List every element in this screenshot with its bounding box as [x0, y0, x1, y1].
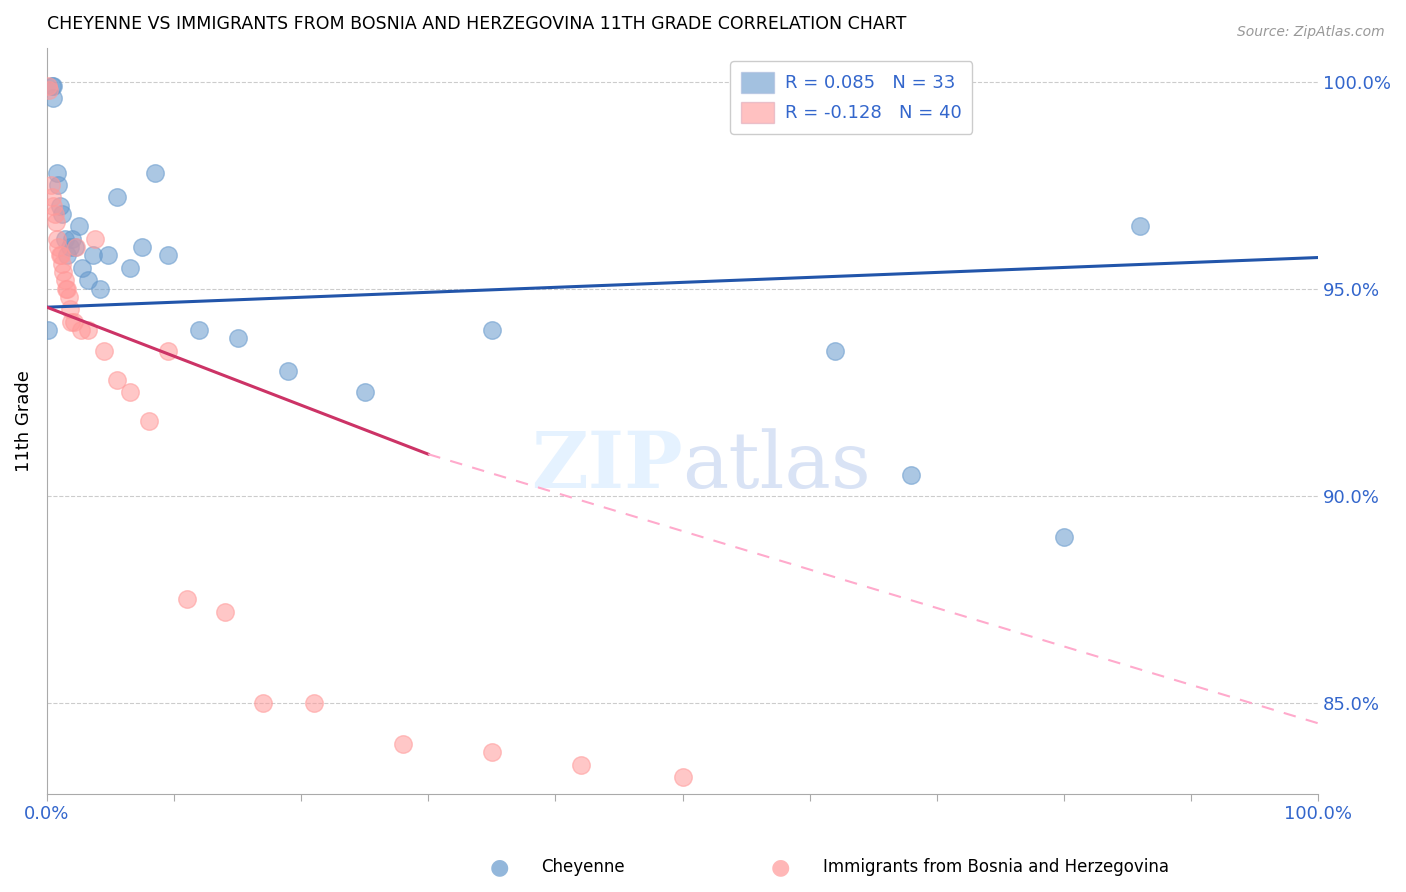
- Point: [56, 282, 79, 296]
- Point: [93, 343, 115, 358]
- Point: [38, 83, 60, 97]
- Point: [143, 166, 166, 180]
- Point: [52, 265, 75, 279]
- Point: [252, 696, 274, 710]
- Point: [76, 273, 98, 287]
- Point: [63, 240, 86, 254]
- Point: [84, 232, 107, 246]
- Point: [900, 467, 922, 482]
- Text: CHEYENNE VS IMMIGRANTS FROM BOSNIA AND HERZEGOVINA 11TH GRADE CORRELATION CHART: CHEYENNE VS IMMIGRANTS FROM BOSNIA AND H…: [46, 15, 907, 33]
- Point: [176, 592, 198, 607]
- Point: [37, 78, 59, 93]
- Point: [392, 737, 415, 751]
- Point: [188, 323, 211, 337]
- Point: [60, 315, 83, 329]
- Point: [53, 232, 76, 246]
- Point: [105, 373, 128, 387]
- Point: [118, 385, 141, 400]
- Y-axis label: 11th Grade: 11th Grade: [15, 370, 32, 472]
- Point: [44, 207, 66, 221]
- Point: [58, 290, 80, 304]
- Point: [39, 178, 62, 192]
- Text: Source: ZipAtlas.com: Source: ZipAtlas.com: [1237, 25, 1385, 39]
- Point: [46, 240, 69, 254]
- Point: [824, 343, 846, 358]
- Point: [42, 78, 65, 93]
- Point: [1129, 219, 1152, 234]
- Point: [302, 696, 325, 710]
- Point: [46, 178, 69, 192]
- Point: [214, 605, 236, 619]
- Point: [41, 190, 63, 204]
- Point: [138, 414, 160, 428]
- Point: [62, 315, 84, 329]
- Point: [70, 323, 93, 337]
- Point: [82, 248, 104, 262]
- Point: [65, 240, 87, 254]
- Point: [481, 323, 503, 337]
- Point: [671, 770, 693, 784]
- Point: [59, 302, 82, 317]
- Point: [48, 199, 70, 213]
- Point: [353, 385, 375, 400]
- Point: [105, 190, 128, 204]
- Point: [46, 166, 69, 180]
- Point: [46, 232, 69, 246]
- Point: [56, 248, 79, 262]
- Point: [51, 207, 73, 221]
- Point: [60, 232, 83, 246]
- Point: [89, 282, 111, 296]
- Text: Cheyenne: Cheyenne: [541, 858, 624, 876]
- Point: [59, 240, 82, 254]
- Point: [569, 757, 592, 772]
- Text: atlas: atlas: [682, 428, 872, 504]
- Point: [156, 343, 179, 358]
- Point: [1053, 530, 1076, 544]
- Text: Immigrants from Bosnia and Herzegovina: Immigrants from Bosnia and Herzegovina: [823, 858, 1168, 876]
- Point: [481, 745, 503, 759]
- Point: [51, 257, 73, 271]
- Point: [118, 260, 141, 275]
- Legend: R = 0.085   N = 33, R = -0.128   N = 40: R = 0.085 N = 33, R = -0.128 N = 40: [731, 62, 972, 134]
- Point: [72, 260, 94, 275]
- Point: [67, 219, 90, 234]
- Text: ●: ●: [489, 857, 509, 877]
- Point: [42, 91, 65, 105]
- Point: [53, 273, 76, 287]
- Point: [37, 323, 59, 337]
- Point: [131, 240, 153, 254]
- Point: [226, 331, 249, 345]
- Point: [48, 248, 70, 262]
- Point: [97, 248, 120, 262]
- Point: [41, 78, 63, 93]
- Point: [277, 364, 299, 378]
- Point: [45, 215, 67, 229]
- Text: ZIP: ZIP: [531, 428, 682, 504]
- Text: ●: ●: [770, 857, 790, 877]
- Point: [76, 323, 98, 337]
- Point: [156, 248, 179, 262]
- Point: [55, 282, 77, 296]
- Point: [49, 248, 72, 262]
- Point: [42, 199, 65, 213]
